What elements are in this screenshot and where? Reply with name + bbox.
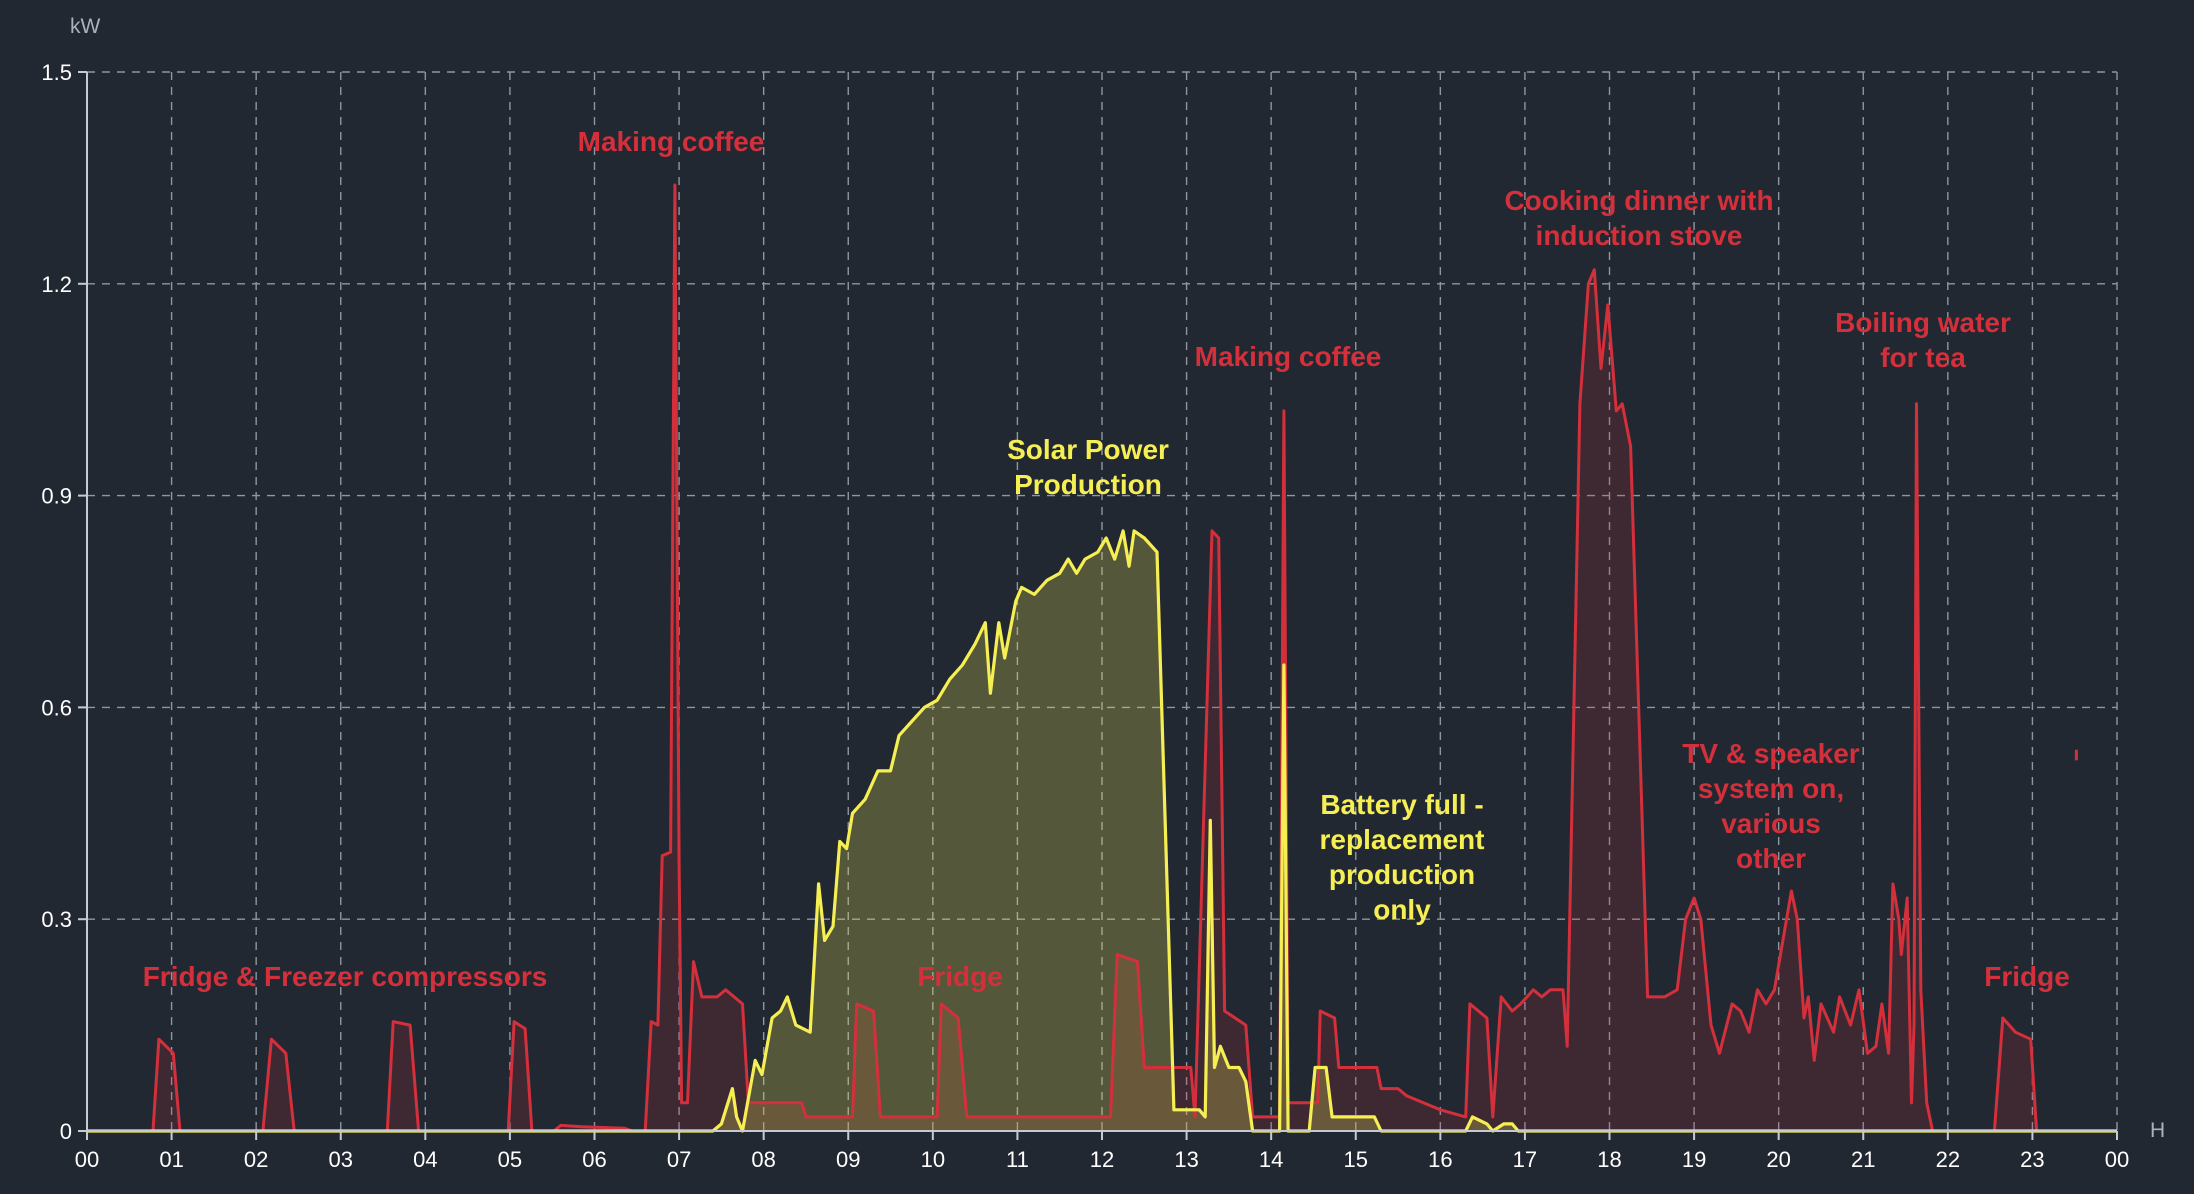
annotation-label: Production <box>1014 469 1162 500</box>
annotation-label: Battery full - <box>1320 789 1483 820</box>
y-tick-label: 1.5 <box>41 60 72 85</box>
x-tick-label: 07 <box>667 1147 691 1172</box>
y-tick-label: 0.3 <box>41 907 72 932</box>
y-tick-label: 0 <box>60 1119 72 1144</box>
annotation-label: Fridge <box>917 961 1003 992</box>
y-axis-unit-label: kW <box>70 15 101 38</box>
annotation-label: system on, <box>1698 773 1844 804</box>
x-tick-label: 05 <box>498 1147 522 1172</box>
x-tick-label: 02 <box>244 1147 268 1172</box>
x-tick-label: 14 <box>1259 1147 1283 1172</box>
x-tick-label: 03 <box>329 1147 353 1172</box>
x-tick-label: 08 <box>751 1147 775 1172</box>
x-tick-label: 15 <box>1344 1147 1368 1172</box>
grid <box>87 71 2118 1131</box>
x-tick-label: 16 <box>1428 1147 1452 1172</box>
x-axis-unit-label: H <box>2150 1119 2165 1142</box>
tick-labels: 0 0.3 0.6 0.9 1.2 1.5 00 01 02 03 04 05 06 07 08 09 10 11… <box>41 60 2129 1172</box>
x-tick-label: 06 <box>582 1147 606 1172</box>
annotation-label: only <box>1373 894 1431 925</box>
annotation-label: Making coffee <box>1195 341 1382 372</box>
series-areas <box>87 185 2117 1131</box>
x-tick-label: 00 <box>2105 1147 2129 1172</box>
annotation-label: induction stove <box>1536 220 1743 251</box>
x-tick-label: 10 <box>921 1147 945 1172</box>
axes <box>78 71 2118 1140</box>
x-tick-label: 21 <box>1851 1147 1875 1172</box>
annotations: Making coffee Cooking dinner with inductio… <box>143 126 2070 992</box>
x-tick-label: 22 <box>1936 1147 1960 1172</box>
annotation-label: Fridge <box>1984 961 2070 992</box>
solar-area <box>87 530 2117 1131</box>
y-tick-label: 0.9 <box>41 484 72 509</box>
consumption-area <box>87 185 2117 1131</box>
x-tick-label: 20 <box>1766 1147 1790 1172</box>
x-tick-label: 01 <box>159 1147 183 1172</box>
annotation-label: TV & speaker <box>1682 738 1860 769</box>
annotation-label: for tea <box>1880 342 1966 373</box>
annotation-label: various <box>1721 808 1821 839</box>
x-tick-label: 09 <box>836 1147 860 1172</box>
y-tick-label: 0.6 <box>41 695 72 720</box>
solar-line <box>87 529 2117 1133</box>
x-tick-label: 23 <box>2020 1147 2044 1172</box>
x-tick-label: 19 <box>1682 1147 1706 1172</box>
x-tick-label: 17 <box>1513 1147 1537 1172</box>
annotation-label: Cooking dinner with <box>1504 185 1773 216</box>
annotation-label: Boiling water <box>1835 307 2011 338</box>
annotation-label: Solar Power <box>1007 434 1169 465</box>
x-tick-label: 12 <box>1090 1147 1114 1172</box>
annotation-label: replacement <box>1320 824 1485 855</box>
consumption-line <box>87 183 2117 1133</box>
x-tick-label: 13 <box>1174 1147 1198 1172</box>
annotation-label: production <box>1329 859 1475 890</box>
x-tick-label: 18 <box>1597 1147 1621 1172</box>
annotation-label: Making coffee <box>578 126 765 157</box>
x-tick-label: 04 <box>413 1147 437 1172</box>
annotation-label: Fridge & Freezer compressors <box>143 961 548 992</box>
y-tick-label: 1.2 <box>41 272 72 297</box>
series-lines <box>87 183 2117 1133</box>
x-tick-label: 00 <box>75 1147 99 1172</box>
annotation-label: other <box>1736 843 1806 874</box>
x-tick-label: 11 <box>1006 1147 1029 1172</box>
